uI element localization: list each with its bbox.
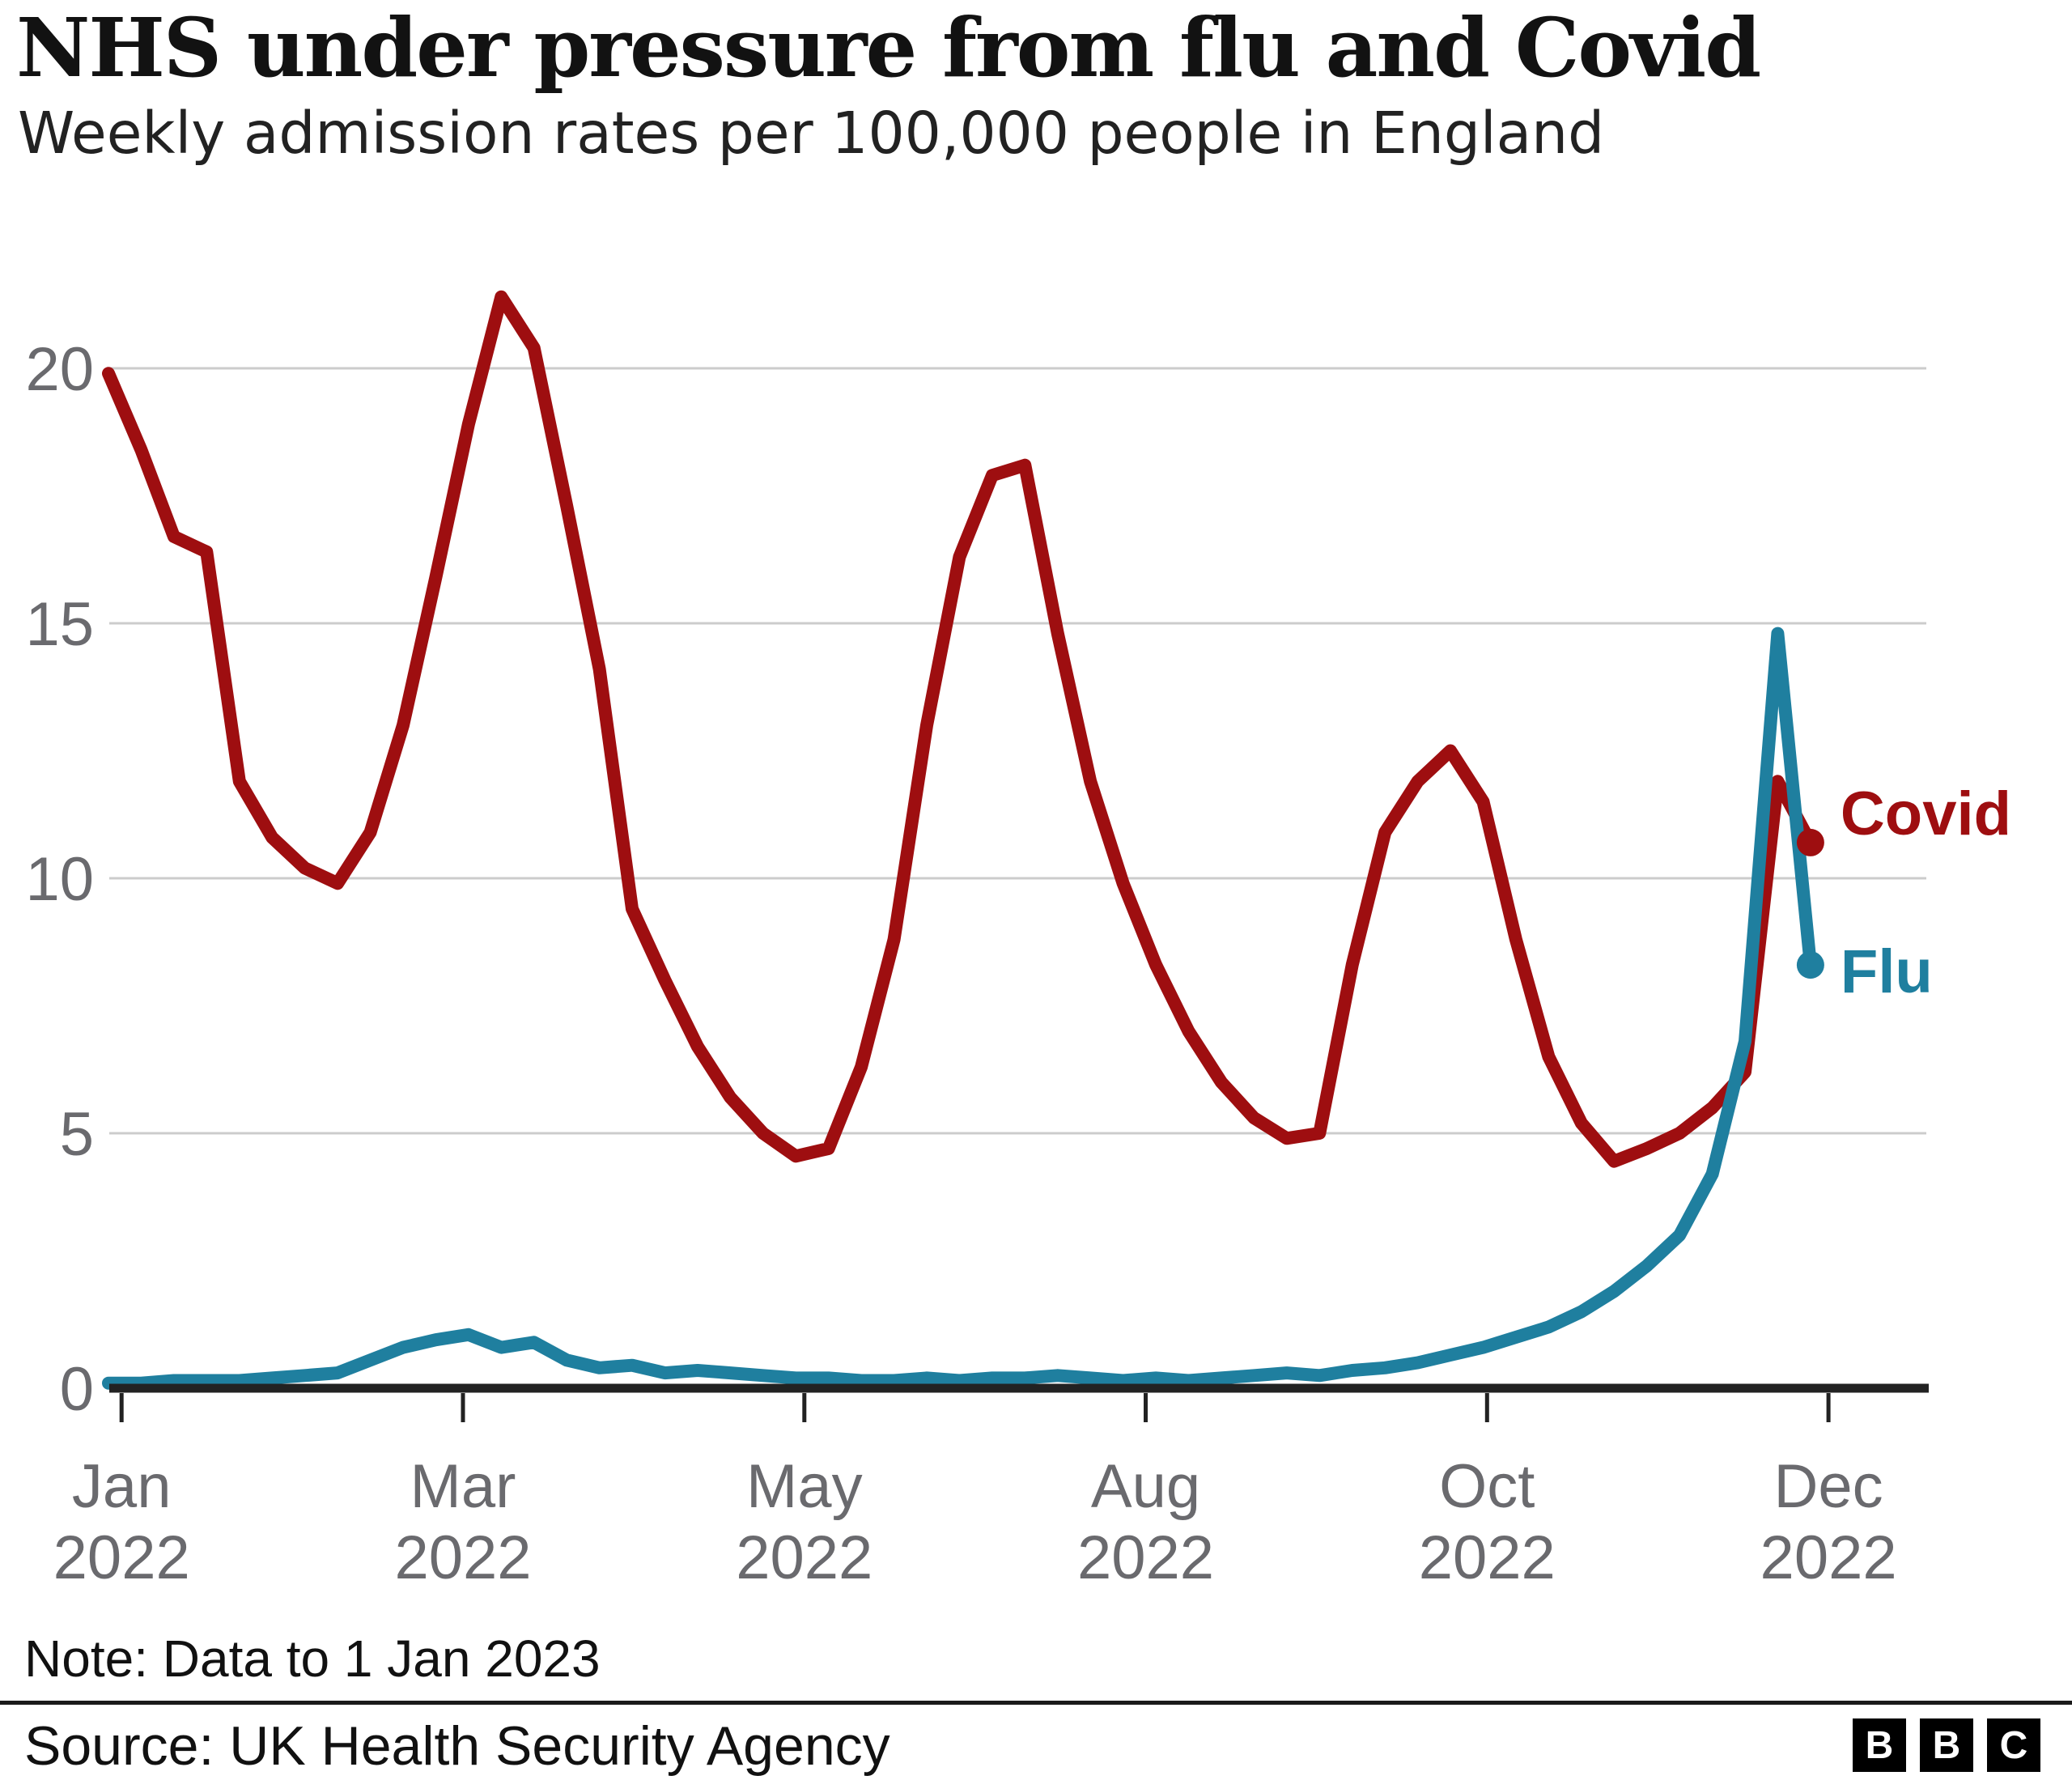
footer-divider [0, 1701, 2072, 1705]
y-tick-label-5: 5 [60, 1100, 94, 1169]
bbc-logo-letter: C [1987, 1718, 2040, 1772]
covid-end-dot [1796, 828, 1824, 856]
x-tick-label-year-dec: 2022 [1760, 1523, 1897, 1592]
x-tick-label-month-dec: Dec [1774, 1452, 1883, 1521]
chart-subtitle: Weekly admission rates per 100,000 peopl… [18, 100, 1605, 167]
x-tick-label-year-mar: 2022 [394, 1523, 531, 1592]
y-tick-label-0: 0 [60, 1355, 94, 1424]
chart-note: Note: Data to 1 Jan 2023 [24, 1629, 601, 1688]
flu-line [102, 627, 1817, 1390]
y-tick-label-10: 10 [25, 845, 94, 914]
flu-series-label: Flu [1841, 937, 1933, 1006]
x-tick-label-year-jan: 2022 [53, 1523, 190, 1592]
chart-source: Source: UK Health Security Agency [24, 1715, 890, 1777]
covid-line [102, 290, 1817, 1168]
covid-series-label: Covid [1841, 780, 2011, 848]
page-title: NHS under pressure from flu and Covid [16, 0, 1761, 96]
x-tick-label-month-mar: Mar [410, 1452, 516, 1521]
x-tick-label-year-aug: 2022 [1077, 1523, 1214, 1592]
x-tick-label-year-may: 2022 [736, 1523, 873, 1592]
y-tick-label-15: 15 [25, 590, 94, 659]
bbc-logo-letter: B [1853, 1718, 1906, 1772]
x-tick-label-month-aug: Aug [1091, 1452, 1200, 1521]
bbc-logo: B B C [1853, 1718, 2040, 1772]
x-tick-label-month-oct: Oct [1439, 1452, 1535, 1521]
x-tick-label-year-oct: 2022 [1419, 1523, 1556, 1592]
flu-end-dot [1796, 951, 1824, 979]
bbc-logo-letter: B [1920, 1718, 1973, 1772]
x-tick-label-month-may: May [746, 1452, 863, 1521]
x-tick-label-month-jan: Jan [72, 1452, 172, 1521]
y-tick-label-20: 20 [25, 335, 94, 404]
